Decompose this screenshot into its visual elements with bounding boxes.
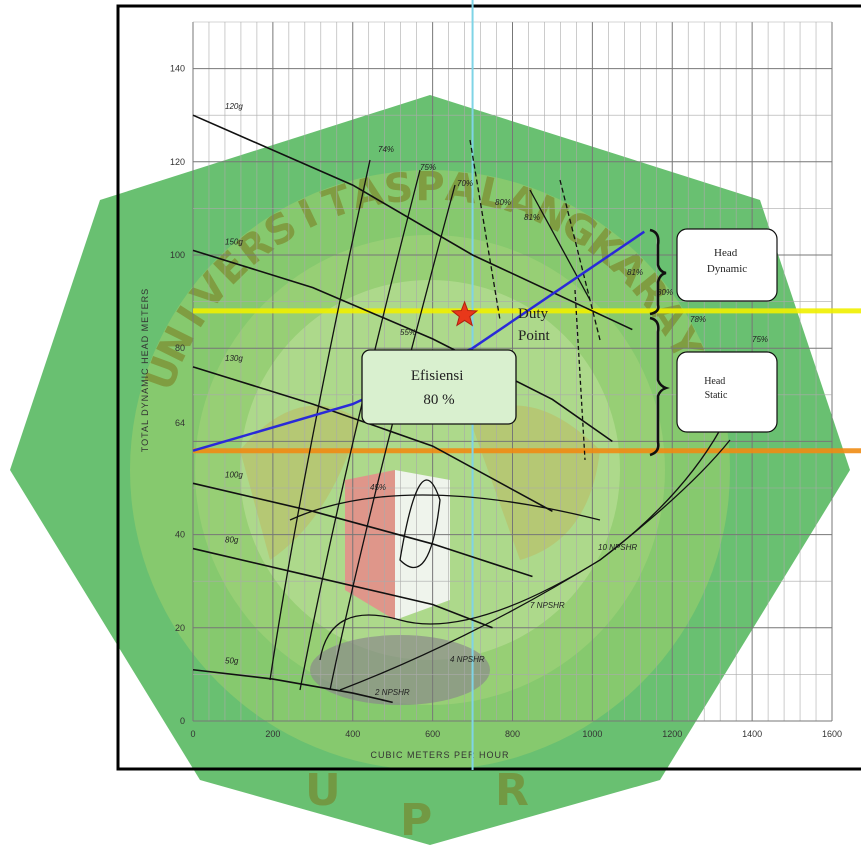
efficiency-label: 80%: [495, 198, 511, 207]
duty-point-text: Duty Point: [518, 306, 552, 344]
efficiency-contour: [559, 179, 601, 341]
x-tick-label: 800: [505, 729, 520, 739]
efficiency-label: 75%: [420, 163, 436, 172]
efficiency-callout: Efisiensi 80 %: [361, 349, 517, 425]
y-tick-label: 80: [175, 343, 185, 353]
y-tick-label: 20: [175, 623, 185, 633]
x-tick-label: 1600: [822, 729, 842, 739]
efficiency-callout-text: Efisiensi 80 %: [411, 368, 467, 408]
efficiency-callout-box: [361, 349, 517, 425]
efficiency-contour: [574, 289, 586, 461]
head-static-text: Head Static: [704, 376, 728, 401]
x-tick-label: 400: [345, 729, 360, 739]
impeller-curve: [192, 114, 633, 331]
x-tick-label: 1400: [742, 729, 762, 739]
efficiency-contours: [269, 139, 731, 691]
grid: [192, 21, 833, 722]
efficiency-labels: 74% 75% 70% 80% 81% 81% 80% 78% 75% 55% …: [370, 145, 768, 492]
x-tick-label: 1000: [582, 729, 602, 739]
duty-point-callout: Duty Point: [518, 306, 552, 344]
impeller-curve-label: 100g: [225, 470, 243, 479]
efficiency-label: 80%: [657, 288, 673, 297]
efficiency-label: 75%: [752, 335, 768, 344]
duty-point-marker: [450, 300, 479, 327]
head-static-line2: Static: [705, 390, 728, 401]
head-dynamic-line1: Head: [714, 247, 738, 259]
x-tick-label: 0: [190, 729, 195, 739]
y-tick-label: 0: [180, 716, 185, 726]
npshr-label: 7 NPSHR: [530, 601, 565, 610]
watermark-letter-u: U: [305, 765, 341, 816]
x-tick-label: 1200: [662, 729, 682, 739]
efficiency-island: [399, 479, 441, 569]
efficiency-label: 81%: [627, 268, 643, 277]
impeller-curve: [192, 547, 493, 629]
shield-left-red: [345, 470, 395, 620]
head-dynamic-brace: [649, 228, 667, 316]
chart-frame: [116, 4, 861, 771]
emblem-base: [310, 635, 490, 705]
head-dynamic-callout: Head Dynamic: [676, 228, 778, 302]
head-brackets: [649, 228, 670, 457]
impeller-curve: [192, 668, 393, 704]
efficiency-label: 55%: [400, 328, 416, 337]
impeller-curve-label: 50g: [225, 657, 239, 666]
watermark-letter-p: P: [400, 795, 432, 846]
head-dynamic-text: Head Dynamic: [707, 247, 747, 275]
efficiency-contour: [529, 189, 591, 301]
efficiency-contour: [329, 184, 456, 691]
y-tick-label: 100: [170, 250, 185, 260]
efficiency-label: 81%: [524, 213, 540, 222]
impeller-curve-label: 150g: [225, 237, 243, 246]
efficiency-callout-line2: 80 %: [423, 392, 454, 408]
efficiency-label: 74%: [378, 145, 394, 154]
x-tick-label: 600: [425, 729, 440, 739]
npshr-label: 2 NPSHR: [374, 688, 410, 697]
efficiency-label: 78%: [690, 315, 706, 324]
y-tick-label: 140: [170, 64, 185, 74]
efficiency-contour: [469, 139, 501, 321]
x-tick-label: 200: [265, 729, 280, 739]
impeller-curve-label: 80g: [225, 536, 239, 545]
efficiency-contour: [289, 494, 601, 521]
impeller-curves: 120g 150g 130g 100g 80g 50g: [192, 102, 633, 704]
impeller-curve: [192, 249, 613, 443]
npshr-label: 10 NPSHR: [598, 543, 637, 552]
npshr-labels: 10 NPSHR 7 NPSHR 4 NPSHR 2 NPSHR: [374, 543, 637, 697]
x-axis-title: CUBIC METERS PER HOUR: [370, 750, 509, 760]
head-static-line1: Head: [704, 376, 725, 387]
y-tick-label: 120: [170, 157, 185, 167]
y-tick-label: 64: [175, 418, 185, 428]
npshr-contour: [339, 439, 731, 691]
impeller-curve: [192, 366, 553, 513]
impeller-curve: [192, 482, 533, 578]
watermark-letter-r: R: [495, 765, 529, 816]
shield-right-white: [395, 470, 450, 620]
impeller-curve-label: 130g: [225, 354, 243, 363]
head-static-callout: Head Static: [676, 351, 778, 433]
impeller-curve-label: 120g: [225, 102, 243, 111]
y-axis-title: TOTAL DYNAMIC HEAD METERS: [140, 288, 150, 452]
duty-point-line1: Duty: [518, 306, 549, 322]
efficiency-callout-line1: Efisiensi: [411, 368, 464, 384]
efficiency-label: 45%: [370, 483, 386, 492]
head-dynamic-box: [676, 228, 778, 302]
head-static-box: [676, 351, 778, 433]
head-static-brace: [649, 316, 670, 457]
duty-point-line2: Point: [518, 328, 551, 344]
efficiency-label: 70%: [457, 179, 473, 188]
axis-ticks: 0 200 400 600 800 1000 1200 1400 1600 0 20 40 64 80 10…: [170, 64, 842, 739]
efficiency-contour: [269, 159, 371, 681]
npshr-label: 4 NPSHR: [450, 655, 485, 664]
efficiency-contour: [299, 169, 421, 691]
head-dynamic-line2: Dynamic: [707, 263, 747, 275]
npshr-contour: [319, 429, 721, 661]
y-tick-label: 40: [175, 530, 185, 540]
